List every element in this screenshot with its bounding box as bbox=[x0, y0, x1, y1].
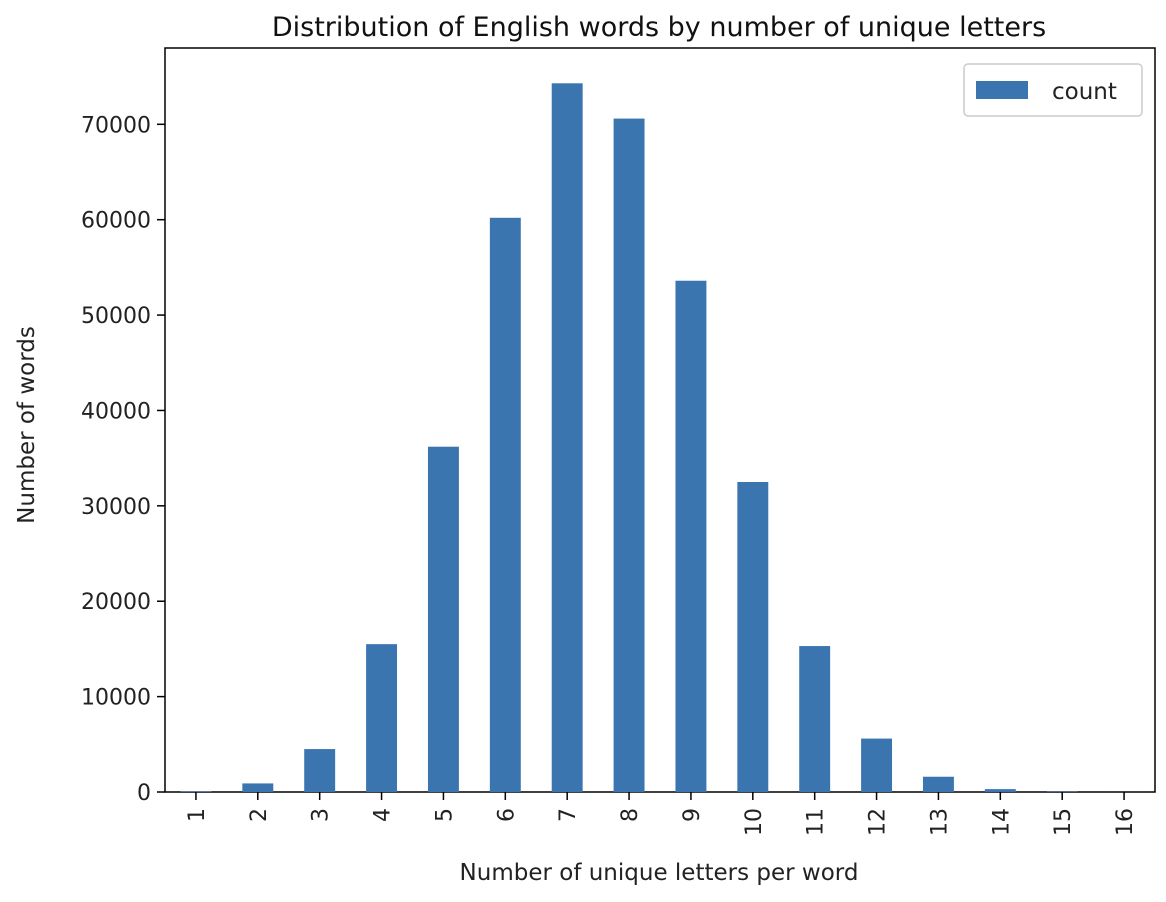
y-tick-label: 60000 bbox=[81, 209, 151, 234]
legend-swatch-count bbox=[976, 81, 1028, 99]
y-tick-label: 30000 bbox=[81, 495, 151, 520]
bar-8 bbox=[613, 118, 645, 793]
y-axis-title: Number of words bbox=[14, 326, 40, 524]
legend-label-count: count bbox=[1052, 79, 1117, 105]
bar-9 bbox=[675, 280, 707, 792]
x-tick-label: 8 bbox=[618, 808, 643, 822]
x-tick-label: 11 bbox=[804, 808, 829, 836]
x-tick-label: 3 bbox=[309, 808, 334, 822]
x-tick-label: 14 bbox=[989, 808, 1014, 836]
bar-6 bbox=[489, 217, 521, 793]
y-tick-label: 70000 bbox=[81, 113, 151, 138]
y-tick-label: 40000 bbox=[81, 399, 151, 424]
legend-frame bbox=[963, 63, 1143, 117]
x-axis: 1 2 3 4 5 6 7 8 9 10 11 12 13 14 15 16 bbox=[185, 792, 1138, 836]
y-tick-label: 50000 bbox=[81, 304, 151, 329]
x-tick-label: 7 bbox=[556, 808, 581, 822]
x-tick-label: 15 bbox=[1051, 808, 1076, 836]
bars-group bbox=[180, 83, 1140, 793]
plot-frame bbox=[164, 47, 1156, 793]
bar-14 bbox=[984, 789, 1016, 792]
x-tick-label: 6 bbox=[494, 808, 519, 822]
y-axis: 0 10000 20000 30000 40000 50000 60000 70000 bbox=[81, 113, 165, 806]
y-tick-label: 10000 bbox=[81, 686, 151, 711]
x-tick-label: 4 bbox=[371, 808, 396, 822]
legend: count bbox=[963, 63, 1143, 117]
y-tick-label: 0 bbox=[137, 781, 151, 806]
bar-2 bbox=[242, 783, 274, 792]
x-axis-title: Number of unique letters per word bbox=[460, 860, 859, 886]
bar-12 bbox=[861, 738, 893, 792]
x-tick-label: 2 bbox=[247, 808, 272, 822]
x-tick-label: 13 bbox=[927, 808, 952, 836]
x-tick-label: 1 bbox=[185, 808, 210, 822]
plot-area bbox=[164, 47, 1156, 793]
bar-3 bbox=[304, 749, 336, 792]
bar-1 bbox=[180, 791, 212, 792]
bar-10 bbox=[737, 482, 769, 792]
bar-7 bbox=[551, 83, 583, 793]
chart-title: Distribution of English words by number … bbox=[272, 12, 1046, 43]
bar-11 bbox=[799, 646, 831, 792]
x-tick-label: 12 bbox=[866, 808, 891, 836]
bar-4 bbox=[366, 644, 398, 792]
x-tick-label: 16 bbox=[1113, 808, 1138, 836]
x-tick-label: 10 bbox=[742, 808, 767, 836]
x-tick-label: 9 bbox=[680, 808, 705, 822]
bar-13 bbox=[922, 776, 954, 792]
y-tick-label: 20000 bbox=[81, 590, 151, 615]
x-tick-label: 5 bbox=[432, 808, 457, 822]
bar-5 bbox=[427, 446, 459, 792]
